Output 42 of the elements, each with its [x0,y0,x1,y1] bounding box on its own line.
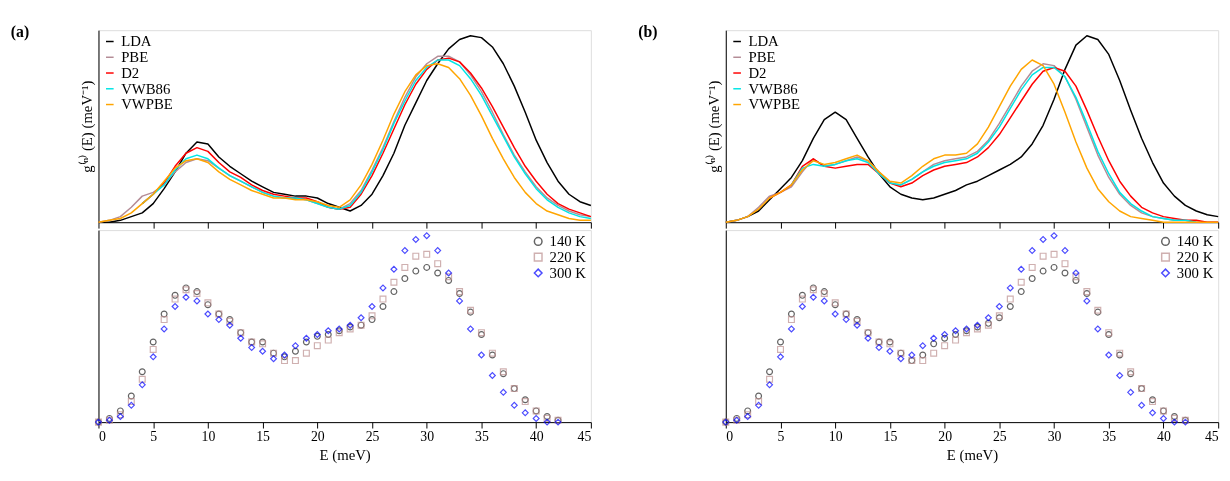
x-tick-label: 10 [201,429,216,445]
x-tick-label: 0 [726,429,734,445]
legend-label: 140 K [549,233,587,250]
legend-label: PBE [748,49,776,66]
x-tick-label: 10 [828,429,843,445]
x-tick-label: 40 [529,429,544,445]
chart-title: (a) [10,23,30,42]
x-tick-label: 20 [310,429,325,445]
legend-label: 300 K [549,264,587,281]
x-tick-label: 5 [150,429,158,445]
legend-label: LDA [121,33,152,50]
legend-label: 140 K [1176,233,1214,250]
legend-label: PBE [121,49,149,66]
chart-title: (b) [638,23,658,42]
legend-label: VWPBE [748,96,801,113]
legend-label: VWB86 [748,80,798,97]
x-tick-label: 30 [1047,429,1062,445]
legend-label: LDA [748,33,780,50]
legend-label: 220 K [1176,249,1214,266]
legend-label: 220 K [549,249,587,266]
x-axis-title: E (meV) [946,447,999,465]
x-tick-label: 20 [938,429,953,445]
legend-label: D2 [121,64,140,81]
y-axis-title: g⁽ⁿ⁾ (E) (meV⁻¹) [705,80,724,173]
x-tick-label: 45 [577,429,592,445]
x-tick-label: 15 [883,429,898,445]
x-tick-label: 35 [475,429,489,445]
y-axis-title: g⁽ⁿ⁾ (E) (meV⁻¹) [78,80,97,173]
x-tick-label: 45 [1204,429,1219,445]
x-tick-label: 5 [777,429,785,445]
legend-label: 300 K [1176,264,1214,281]
x-axis-title: E (meV) [319,447,371,465]
x-tick-label: 30 [420,429,435,445]
legend-label: VWB86 [121,80,171,97]
x-tick-label: 25 [992,429,1007,445]
x-tick-label: 35 [1102,429,1117,445]
legend-label: D2 [748,64,767,81]
legend-label: VWPBE [121,96,173,113]
x-tick-label: 15 [256,429,271,445]
x-tick-label: 25 [365,429,380,445]
x-tick-label: 0 [98,429,106,445]
x-tick-label: 40 [1157,429,1171,445]
